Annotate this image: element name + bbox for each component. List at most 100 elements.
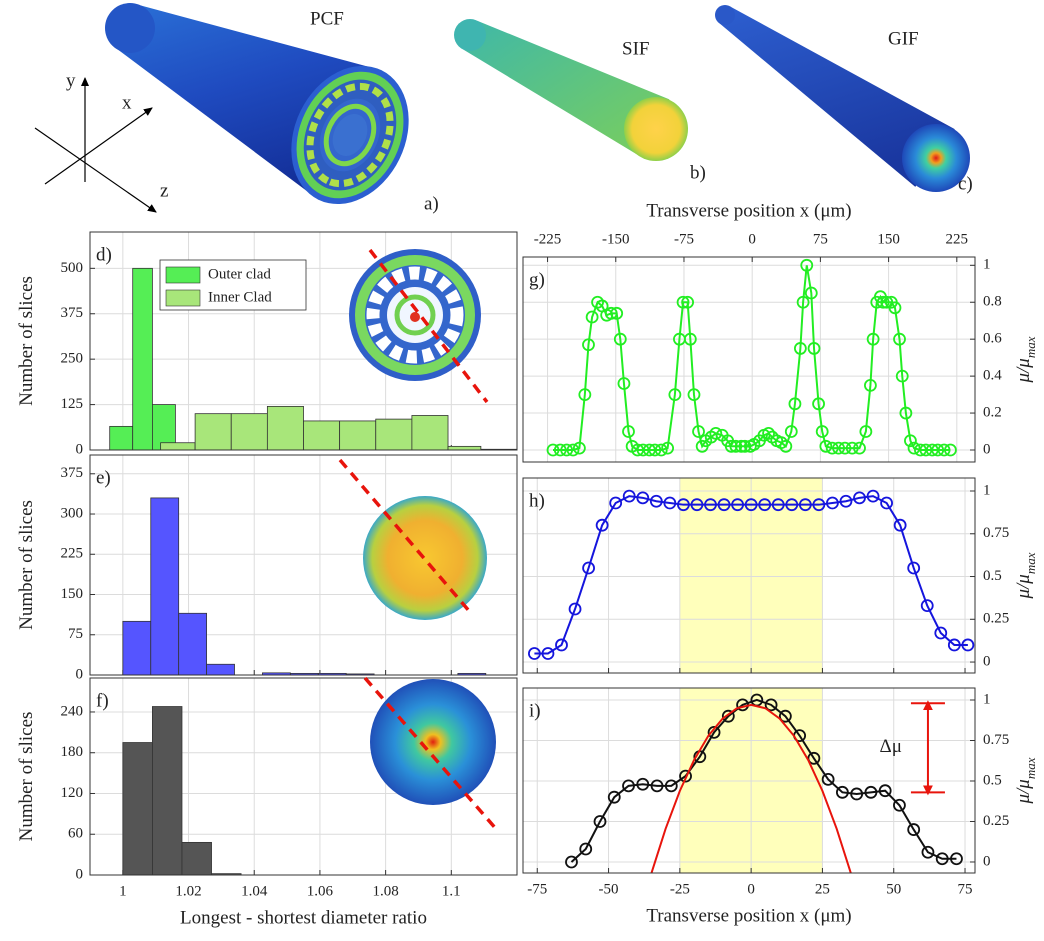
y-tick-label: 0.2 [983,404,1002,420]
data-point [866,489,880,503]
data-point [880,496,893,510]
x-axis-label: Transverse position x (μm) [646,200,851,221]
data-point [947,638,961,652]
y-tick-label: 0.6 [983,331,1002,347]
data-point [681,295,695,309]
y-tick-label: 0 [983,853,991,869]
data-point [798,498,812,512]
bar [339,420,377,450]
data-point [807,751,821,765]
y-axis-label: μ/μmax [1013,552,1038,599]
data-point [692,425,705,438]
data-point [721,709,735,723]
x-tick-label: 1.08 [372,883,398,899]
data-point [566,443,580,457]
bar [447,445,482,450]
data-point [649,494,663,508]
data-point [937,443,951,457]
x-tick-label: 75 [958,881,973,897]
data-point [582,561,595,575]
data-point [819,439,833,453]
x-tick-label: 1.1 [442,883,461,899]
bar [152,706,183,875]
y-axis-label: μ/μmax [1013,336,1038,383]
y-tick-label: 60 [68,826,83,842]
y-tick-label: 150 [61,586,84,602]
y-tick-label: 1 [983,482,991,498]
y-tick-label: 0.25 [983,813,1009,829]
y-tick-label: 0.5 [983,568,1002,584]
data-point [729,439,743,453]
y-tick-label: 0 [983,441,991,457]
y-tick-label: 0 [76,666,84,682]
data-point [663,496,677,510]
y-axis-label-main: Number of slices [16,276,37,406]
data-point [604,306,618,320]
bar [122,620,152,675]
data-point [850,787,864,801]
inset-d [349,248,489,404]
data-point [853,441,866,455]
y-tick-label: 500 [61,260,84,276]
data-point [788,397,802,411]
data-point [825,441,839,455]
annotation-text: Δμ [880,736,902,757]
y-axis-label-main: μ/μ [1013,574,1034,599]
data-point [622,489,636,503]
plot-area [523,257,975,462]
legend-swatch [165,289,201,307]
bar [109,425,134,450]
y-tick-label: 1 [983,257,991,273]
plot-frame [89,454,518,676]
y-tick-label: 75 [68,626,83,642]
axis-name: y [66,70,76,91]
data-point [636,777,650,791]
data-point [907,561,921,575]
y-tick-label: 180 [61,744,84,760]
bar [375,418,413,450]
y-tick-label: 125 [61,396,84,412]
data-point [920,599,934,613]
bar [266,405,304,450]
y-axis-label: Number of slices [16,712,37,842]
data-point [578,388,592,401]
data-point [779,439,793,453]
data-point [617,377,631,390]
y-tick-label: 0 [76,866,84,882]
data-point [864,785,878,799]
y-axis-label-sub: max [1023,757,1038,779]
data-point [555,638,568,652]
data-point [707,725,721,739]
data-point [528,647,541,660]
x-tick-label: 150 [877,231,900,247]
panel: 0 0.25 0.5 0.75 1 μ/μmax h) [522,477,1038,674]
data-point [888,301,902,315]
data-point [568,602,582,616]
data-point [812,397,825,411]
x-axis-label: Transverse position x (μm) [646,905,851,926]
data-point [738,439,752,453]
data-point [679,769,692,783]
panel-label: f) [96,690,109,711]
data-point [832,441,845,455]
bar [178,612,208,675]
data-point [838,441,852,455]
x-tick-label: -50 [599,881,619,897]
axes-triad [34,77,157,213]
plot-frame [89,231,518,451]
data-point [961,638,975,652]
data-point [839,494,853,508]
data-point [622,779,635,793]
data-point [650,779,664,793]
y-tick-label: 375 [61,465,84,481]
data-point [821,772,835,786]
data-point [931,443,945,457]
y-tick-label: 0 [76,441,84,457]
data-point [921,845,935,859]
y-axis-label-main: μ/μ [1013,358,1034,383]
bar [152,404,176,450]
data-point [595,518,609,532]
data-point [895,369,909,383]
data-point [758,498,772,512]
